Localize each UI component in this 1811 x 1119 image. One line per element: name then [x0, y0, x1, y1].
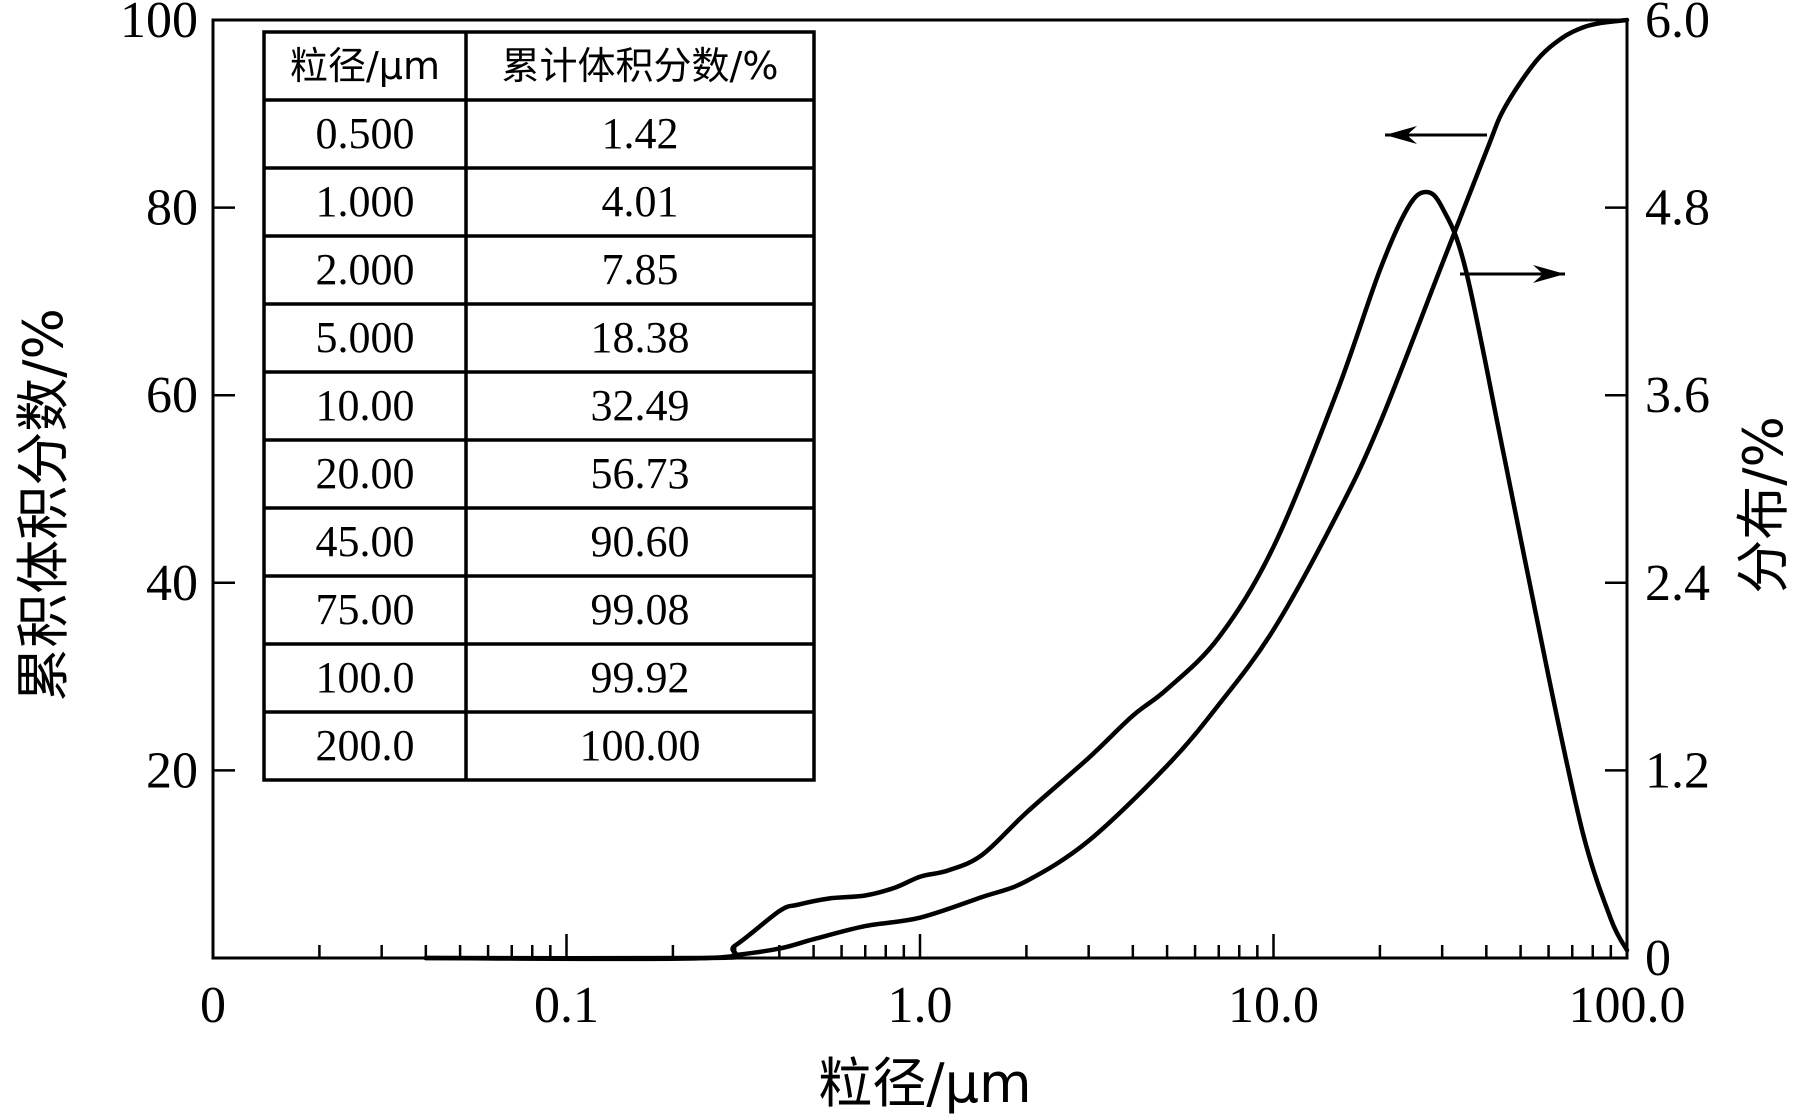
table-cell-cumulative: 99.08 — [591, 585, 690, 634]
table-cell-size: 200.0 — [316, 721, 415, 770]
series-layer — [423, 17, 1630, 962]
table-cell-size: 1.000 — [316, 177, 415, 226]
table-cell-size: 0.500 — [316, 109, 415, 158]
x-tick-label: 1.0 — [888, 977, 953, 1034]
y-right-tick-label: 3.6 — [1645, 367, 1710, 424]
table-cell-cumulative: 7.85 — [602, 245, 679, 294]
table-header-size: 粒径/μm — [290, 44, 440, 88]
y-axis-right-title: 分布/% — [1732, 416, 1795, 594]
table-cell-cumulative: 32.49 — [591, 381, 690, 430]
table-cell-cumulative: 90.60 — [591, 517, 690, 566]
data-table: 粒径/μm 累计体积分数/% 0.500 1.42 1.000 4.01 2.000 7.85… — [262, 30, 816, 782]
table-cell-cumulative: 1.42 — [602, 109, 679, 158]
y-right-tick-label: 2.4 — [1645, 555, 1710, 612]
x-tick-label: 10.0 — [1228, 977, 1319, 1034]
x-axis-title: 粒径/μm — [818, 1052, 1031, 1115]
table-cell-size: 45.00 — [316, 517, 415, 566]
table-cell-size: 20.00 — [316, 449, 415, 498]
x-tick-label: 0 — [200, 977, 226, 1034]
y-left-tick-label: 80 — [146, 180, 198, 237]
y-left-tick-label: 40 — [146, 555, 198, 612]
x-tick-label: 0.1 — [534, 977, 599, 1034]
table-frame — [262, 30, 816, 782]
table-cell-size: 75.00 — [316, 585, 415, 634]
x-tick-label: 100.0 — [1569, 977, 1686, 1034]
table-cell-cumulative: 4.01 — [602, 177, 679, 226]
arrow-to-right-axis-head — [1533, 265, 1565, 283]
table-header-cumulative: 累计体积分数/% — [502, 44, 779, 88]
annotation-layer — [1385, 126, 1565, 283]
table-cell-size: 2.000 — [316, 245, 415, 294]
axes-layer: 0 0.1 1.0 10.0 100.0 20 40 60 80 100 0 1.2 2.4 3.6 4.8… — [120, 0, 1710, 1034]
arrow-to-right-axis — [1460, 265, 1565, 283]
series-line-cumulative — [423, 17, 1630, 961]
table-cell-size: 100.0 — [316, 653, 415, 702]
table-cell-cumulative: 18.38 — [591, 313, 690, 362]
table-cell-cumulative: 100.00 — [580, 721, 701, 770]
table-cell-cumulative: 56.73 — [591, 449, 690, 498]
table-cell-size: 10.00 — [316, 381, 415, 430]
y-left-tick-label: 20 — [146, 742, 198, 799]
y-axis-left-title: 累积体积分数/% — [12, 308, 75, 702]
y-left-tick-label: 100 — [120, 0, 198, 49]
table-cell-cumulative: 99.92 — [591, 653, 690, 702]
arrow-to-left-axis-head — [1385, 126, 1417, 144]
y-right-tick-label: 0 — [1645, 930, 1671, 987]
series-line-distribution — [423, 189, 1630, 962]
arrow-to-left-axis — [1385, 126, 1487, 144]
y-right-tick-label: 1.2 — [1645, 742, 1710, 799]
table-cell-size: 5.000 — [316, 313, 415, 362]
y-right-tick-label: 6.0 — [1645, 0, 1710, 49]
y-left-tick-label: 60 — [146, 367, 198, 424]
y-right-tick-label: 4.8 — [1645, 180, 1710, 237]
